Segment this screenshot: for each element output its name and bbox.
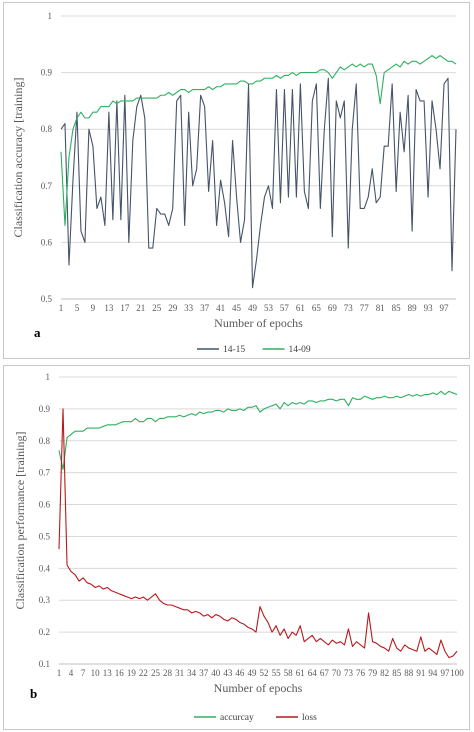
chart-1-xtick-label: 43 [223, 668, 233, 678]
chart-1-xtick-label: 19 [127, 668, 137, 678]
chart-1-x-axis-title: Number of epochs [214, 681, 303, 695]
chart-1-xtick-label: 64 [308, 668, 318, 678]
chart-0-y-axis-title: Classification accuracy [training] [11, 78, 25, 238]
chart-0-xtick-label: 85 [392, 303, 402, 313]
chart-1-xtick-label: 52 [260, 668, 269, 678]
chart-0-xtick-label: 61 [296, 303, 305, 313]
accuracy-chart-svg: 0.5 0.6 0.7 0.8 0.9 1 1 5 9 13 17 21 25 29 33 37 41 45 49 5… [11, 11, 457, 355]
chart-0-xtick-label: 41 [216, 303, 225, 313]
chart-1-xtick-label: 4 [69, 668, 74, 678]
chart-1-xtick-label: 28 [163, 668, 173, 678]
chart-1-legend-label-0: accurcay [220, 713, 254, 723]
chart-1-ytick-label: 0.6 [39, 500, 51, 510]
chart-1-xtick-label: 58 [284, 668, 294, 678]
chart-1-xtick-label: 79 [368, 668, 378, 678]
chart-1-xtick-label: 91 [416, 668, 425, 678]
chart-0-xtick-label: 13 [104, 303, 114, 313]
chart-0-xtick-label: 49 [248, 303, 258, 313]
chart-1-y-axis-title: Classification performance [training] [13, 432, 27, 610]
chart-0-xtick-label: 17 [120, 303, 130, 313]
chart-1-ytick-label: 0.7 [39, 468, 51, 478]
chart-0-xtick-label: 89 [408, 303, 418, 313]
chart-1-ytick-label: 0.8 [39, 436, 51, 446]
chart-0-xtick-label: 57 [280, 303, 290, 313]
chart-0-xtick-label: 77 [360, 303, 370, 313]
chart-1-xtick-label: 88 [404, 668, 414, 678]
chart-1-xtick-label: 34 [187, 668, 197, 678]
chart-1-xtick-label: 1 [57, 668, 62, 678]
chart-1-xtick-label: 76 [356, 668, 366, 678]
chart-1-ytick-label: 0.3 [39, 595, 51, 605]
chart-1-ytick-label: 0.9 [39, 404, 51, 414]
chart-1-xtick-label: 82 [380, 668, 389, 678]
chart-1-xtick-label: 40 [211, 668, 221, 678]
chart-0-ytick-label: 0.9 [41, 68, 53, 78]
chart-panel-b: 0.1 0.2 0.3 0.4 0.5 0.6 0.7 0.8 0.9 1 1 4 7 10 13 16 19 2… [3, 365, 470, 730]
chart-0-xtick-label: 33 [184, 303, 194, 313]
chart-0-ytick-label: 1 [48, 11, 53, 21]
chart-0-xtick-label: 1 [59, 303, 64, 313]
chart-0-xtick-label: 21 [136, 303, 145, 313]
chart-0-ytick-label: 0.7 [41, 181, 53, 191]
chart-0-xtick-label: 81 [376, 303, 385, 313]
chart-0-legend-label-0: 14-15 [223, 345, 245, 355]
chart-1-ytick-label: 0.4 [39, 563, 51, 573]
chart-0-ytick-label: 0.8 [41, 124, 53, 134]
chart-0-ytick-label: 0.6 [41, 237, 53, 247]
chart-1-xtick-label: 31 [175, 668, 184, 678]
performance-chart-svg: 0.10.20.30.40.50.60.70.80.911 4 7 10 13 16 19 2… [13, 372, 464, 723]
chart-1-series-line-0 [58, 390, 458, 471]
chart-1-xtick-label: 16 [115, 668, 125, 678]
chart-panel-a: 0.5 0.6 0.7 0.8 0.9 1 1 5 9 13 17 21 25 29 33 37 41 45 49 5… [3, 2, 470, 359]
chart-1-xtick-label: 13 [103, 668, 113, 678]
chart-1-xtick-label: 10 [91, 668, 101, 678]
chart-0-ytick-label: 0.5 [41, 294, 53, 304]
chart-0-x-axis-title: Number of epochs [214, 316, 303, 330]
chart-1-legend-label-1: loss [302, 713, 317, 723]
chart-0-xtick-label: 69 [328, 303, 338, 313]
chart-0-xtick-label: 37 [200, 303, 210, 313]
chart-0-xtick-label: 45 [232, 303, 242, 313]
chart-0-panel-label: a [34, 325, 41, 340]
chart-1-ytick-label: 1 [46, 372, 51, 382]
chart-1-ytick-label: 0.2 [39, 627, 50, 637]
chart-0-xtick-label: 93 [424, 303, 434, 313]
chart-1-xtick-label: 100 [450, 668, 464, 678]
chart-1-xtick-label: 85 [392, 668, 402, 678]
chart-0-xtick-label: 53 [264, 303, 274, 313]
chart-0-xtick-label: 9 [91, 303, 96, 313]
chart-0-xtick-label: 29 [168, 303, 178, 313]
chart-1-ytick-label: 0.5 [39, 531, 51, 541]
chart-1-xtick-label: 67 [320, 668, 330, 678]
chart-1-xtick-label: 22 [139, 668, 148, 678]
chart-0-series-line-0 [60, 77, 457, 289]
chart-1-xtick-label: 49 [247, 668, 257, 678]
chart-1-xtick-label: 7 [81, 668, 86, 678]
chart-1-xtick-label: 61 [296, 668, 305, 678]
chart-1-xtick-label: 55 [272, 668, 282, 678]
chart-1-xtick-label: 97 [440, 668, 450, 678]
chart-1-xtick-label: 25 [151, 668, 161, 678]
chart-1-ytick-label: 0.1 [39, 659, 50, 669]
chart-0-xtick-label: 25 [152, 303, 162, 313]
chart-0-xtick-label: 97 [440, 303, 450, 313]
chart-0-xtick-label: 5 [75, 303, 80, 313]
chart-1-xtick-label: 94 [428, 668, 438, 678]
chart-0-xtick-label: 73 [344, 303, 354, 313]
chart-1-xtick-label: 37 [199, 668, 209, 678]
chart-0-xtick-label: 65 [312, 303, 322, 313]
chart-1-xtick-label: 46 [235, 668, 245, 678]
chart-1-xtick-label: 73 [344, 668, 354, 678]
chart-1-xtick-label: 70 [332, 668, 342, 678]
chart-1-series-line-1 [58, 408, 458, 659]
chart-0-series-line-1 [60, 55, 457, 226]
chart-0-legend-label-1: 14-09 [289, 345, 311, 355]
chart-1-panel-label: b [30, 686, 37, 701]
